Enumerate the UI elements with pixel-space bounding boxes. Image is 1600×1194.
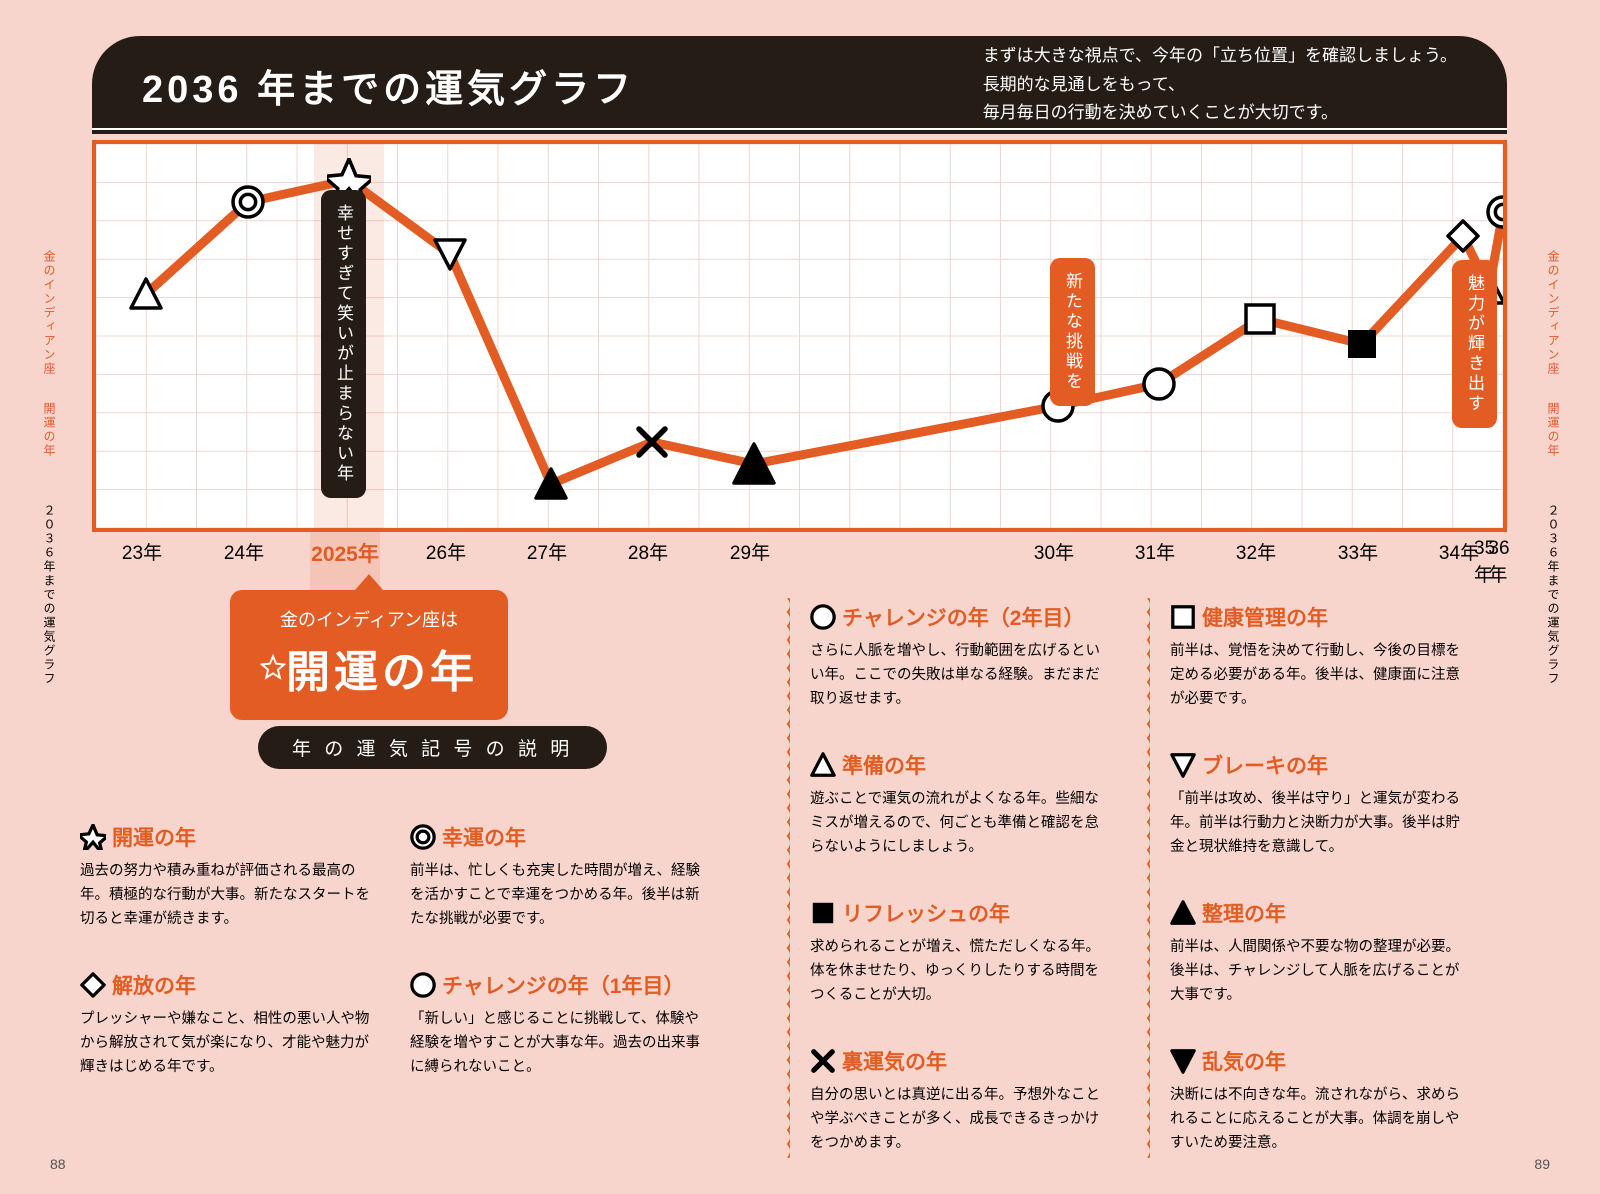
legend-title-4: チャレンジの年（2年目） xyxy=(810,602,1100,632)
legend-square-fill: リフレッシュの年求められることが増え、慌ただしくなる年。体を休ませたり、ゆっくり… xyxy=(810,898,1100,1008)
legend-body-4: さらに人脈を増やし、行動範囲を広げるといい年。ここでの失敗は単なる経験。まだまだ… xyxy=(810,640,1100,712)
tri-fill-icon xyxy=(1170,900,1196,926)
legend-body-1: プレッシャーや嫌なこと、相性の悪い人や物から解放されて気が楽になり、才能や魅力が… xyxy=(80,1008,370,1080)
side-cat: 金のインディアン座 xyxy=(42,250,56,376)
wavy-separator-1 xyxy=(1146,598,1150,1158)
square-fill-icon xyxy=(810,900,836,926)
x-axis-labels: 23年24年2025年26年27年28年29年30年31年32年33年34年35… xyxy=(92,538,1507,564)
header-title: 2036 年までの運気グラフ xyxy=(142,58,635,113)
chart-annotation-2: 魅力が輝き出す xyxy=(1452,260,1497,428)
legend-title-1: 解放の年 xyxy=(80,970,370,1000)
legend-triangle: 準備の年遊ぶことで運気の流れがよくなる年。些細なミスが増えるので、何ごとも準備と… xyxy=(810,750,1100,860)
x-label-36年: 36年 xyxy=(1488,538,1509,587)
header-bar: 2036 年までの運気グラフ まずは大きな視点で、今年の「立ち位置」を確認しまし… xyxy=(92,36,1507,134)
diamond-icon xyxy=(80,972,106,998)
banner-subtitle: 金のインディアン座は xyxy=(260,606,478,632)
legend-title-8: 健康管理の年 xyxy=(1170,602,1460,632)
legend-title-11: 乱気の年 xyxy=(1170,1046,1460,1076)
legend-title-5: 準備の年 xyxy=(810,750,1100,780)
highlight-band-ext xyxy=(310,532,380,590)
side-cat-r: 金のインディアン座 xyxy=(1546,250,1560,376)
year-banner: 金のインディアン座は 開運の年 xyxy=(230,590,508,720)
legend-title-10: 整理の年 xyxy=(1170,898,1460,928)
legend-circle: チャレンジの年（1年目） 「新しい」と感じることに挑戦して、体験や経験を増やすこと… xyxy=(410,970,700,1080)
legend-body-2: 前半は、忙しくも充実した時間が増え、経験を活かすことで幸運をつかめる年。後半は新… xyxy=(410,860,700,932)
circle-icon xyxy=(410,972,436,998)
legend-body-10: 前半は、人間関係や不要な物の整理が必要。後半は、チャレンジして人脈を広げることが… xyxy=(1170,936,1460,1008)
star-icon xyxy=(80,824,106,850)
x-label-26年: 26年 xyxy=(426,538,466,565)
x-label-29年: 29年 xyxy=(730,538,770,565)
tri-fill-dn-icon xyxy=(1170,1048,1196,1074)
wavy-separator-0 xyxy=(786,598,790,1158)
banner-main: 開運の年 xyxy=(260,636,478,700)
legend-tri-down: ブレーキの年「前半は攻め、後半は守り」と運気が変わる年。前半は行動力と決断力が大… xyxy=(1170,750,1460,860)
legend-circle: チャレンジの年（2年目） さらに人脈を増やし、行動範囲を広げるといい年。ここでの失… xyxy=(810,602,1100,712)
side-label-left: 金のインディアン座 開運の年 ２０３６年までの運気グラフ xyxy=(38,250,58,686)
banner-main-text: 開運の年 xyxy=(286,636,478,700)
triangle-icon xyxy=(810,752,836,778)
chart-svg xyxy=(96,144,1503,528)
chart-annotation-1: 新たな挑戦を xyxy=(1050,258,1095,406)
legend-body-0: 過去の努力や積み重ねが評価される最高の年。積極的な行動が大事。新たなスタートを切… xyxy=(80,860,370,932)
legend-title-6: リフレッシュの年 xyxy=(810,898,1100,928)
legend-cross: 裏運気の年自分の思いとは真逆に出る年。予想外なことや学ぶべきことが多く、成長でき… xyxy=(810,1046,1100,1156)
x-label-33年: 33年 xyxy=(1338,538,1378,565)
legend-star: 開運の年過去の努力や積み重ねが評価される最高の年。積極的な行動が大事。新たなスタ… xyxy=(80,822,370,932)
x-label-27年: 27年 xyxy=(527,538,567,565)
legend-body-3: 「新しい」と感じることに挑戦して、体験や経験を増やすことが大事な年。過去の出来事… xyxy=(410,1008,700,1080)
legend-diamond: 解放の年プレッシャーや嫌なこと、相性の悪い人や物から解放されて気が楽になり、才能… xyxy=(80,970,370,1080)
legend-title-3: チャレンジの年（1年目） xyxy=(410,970,700,1000)
page-number-right: 89 xyxy=(1534,1156,1550,1172)
chart-annotation-0: 幸せすぎて笑いが止まらない年 xyxy=(321,190,366,498)
legend-title-0: 開運の年 xyxy=(80,822,370,852)
x-label-24年: 24年 xyxy=(224,538,264,565)
legend-tri-fill-dn: 乱気の年決断には不向きな年。流されながら、求められることに応えることが大事。体調… xyxy=(1170,1046,1460,1156)
legend-body-11: 決断には不向きな年。流されながら、求められることに応えることが大事。体調を崩しや… xyxy=(1170,1084,1460,1156)
x-label-31年: 31年 xyxy=(1135,538,1175,565)
legend-body-5: 遊ぶことで運気の流れがよくなる年。些細なミスが増えるので、何ごとも準備と確認を怠… xyxy=(810,788,1100,860)
side-sec-r: 開運の年 xyxy=(1546,402,1560,458)
square-icon xyxy=(1170,604,1196,630)
legend-title-9: ブレーキの年 xyxy=(1170,750,1460,780)
header-subtitle: まずは大きな視点で、今年の「立ち位置」を確認しましょう。長期的な見通しをもって、… xyxy=(983,42,1457,129)
x-label-23年: 23年 xyxy=(122,538,162,565)
legend-square: 健康管理の年前半は、覚悟を決めて行動し、今後の目標を定める必要がある年。後半は、… xyxy=(1170,602,1460,712)
legend-title-7: 裏運気の年 xyxy=(810,1046,1100,1076)
side-page: ２０３６年までの運気グラフ xyxy=(42,504,56,686)
cross-icon xyxy=(810,1048,836,1074)
x-label-32年: 32年 xyxy=(1236,538,1276,565)
bullseye-icon xyxy=(410,824,436,850)
circle-icon xyxy=(810,604,836,630)
legend-body-7: 自分の思いとは真逆に出る年。予想外なことや学ぶべきことが多く、成長できるきっかけ… xyxy=(810,1084,1100,1156)
fortune-chart xyxy=(92,140,1507,532)
x-label-28年: 28年 xyxy=(628,538,668,565)
legend-title: 年 の 運 気 記 号 の 説 明 xyxy=(258,726,607,769)
header-divider xyxy=(92,128,1507,130)
legend-body-8: 前半は、覚悟を決めて行動し、今後の目標を定める必要がある年。後半は、健康面に注意… xyxy=(1170,640,1460,712)
legend-title-2: 幸運の年 xyxy=(410,822,700,852)
side-sec: 開運の年 xyxy=(42,402,56,458)
legend-tri-fill: 整理の年前半は、人間関係や不要な物の整理が必要。後半は、チャレンジして人脈を広げ… xyxy=(1170,898,1460,1008)
legend-bullseye: 幸運の年前半は、忙しくも充実した時間が増え、経験を活かすことで幸運をつかめる年。… xyxy=(410,822,700,932)
legend-body-9: 「前半は攻め、後半は守り」と運気が変わる年。前半は行動力と決断力が大事。後半は貯… xyxy=(1170,788,1460,860)
side-label-right: 金のインディアン座 開運の年 ２０３６年までの運気グラフ xyxy=(1542,250,1562,686)
x-label-30年: 30年 xyxy=(1034,538,1074,565)
tri-down-icon xyxy=(1170,752,1196,778)
legend-body-6: 求められることが増え、慌ただしくなる年。体を休ませたり、ゆっくりしたりする時間を… xyxy=(810,936,1100,1008)
side-page-r: ２０３６年までの運気グラフ xyxy=(1546,504,1560,686)
page-number-left: 88 xyxy=(50,1156,66,1172)
